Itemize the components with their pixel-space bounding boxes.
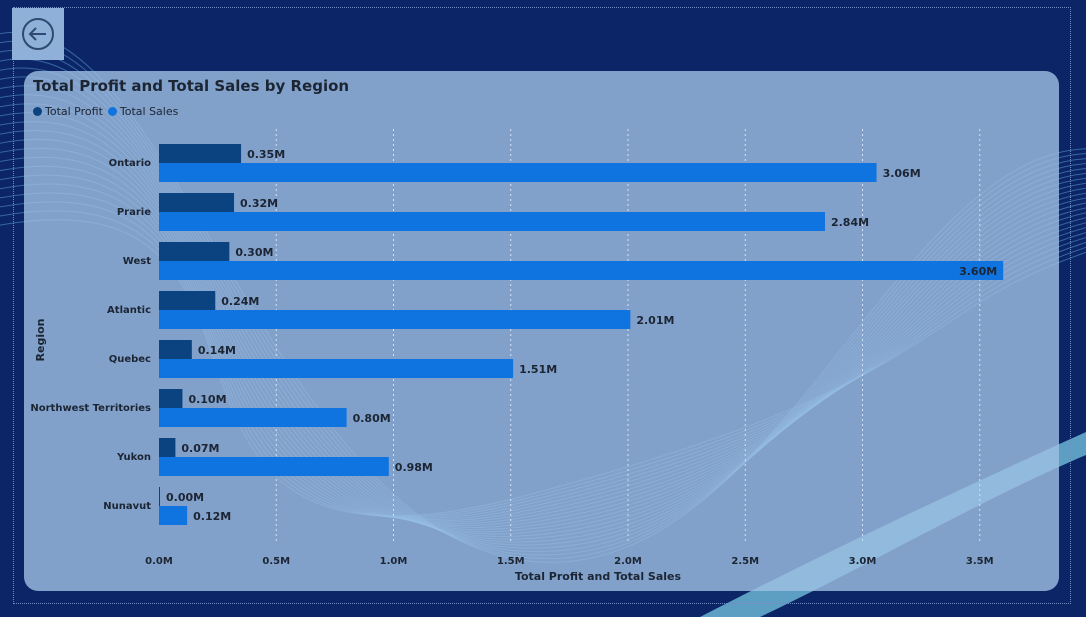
profit-bar[interactable]: [159, 389, 183, 408]
category-label: Quebec: [109, 354, 151, 365]
profit-bar[interactable]: [159, 242, 230, 261]
category-label: Prarie: [117, 207, 151, 218]
x-axis-title: Total Profit and Total Sales: [515, 570, 682, 583]
data-label: 0.30M: [235, 246, 273, 259]
profit-bar[interactable]: [159, 144, 242, 163]
data-label: 0.07M: [181, 442, 219, 455]
data-label: 0.35M: [247, 148, 285, 161]
legend: Total Profit Total Sales: [33, 105, 183, 118]
data-label: 0.10M: [188, 393, 226, 406]
sales-bar[interactable]: [159, 212, 825, 231]
legend-item-sales[interactable]: Total Sales: [107, 105, 179, 118]
legend-label-sales: Total Sales: [119, 105, 179, 118]
back-button[interactable]: [12, 8, 64, 60]
data-label: 1.51M: [519, 363, 557, 376]
legend-marker-sales: [107, 107, 117, 116]
x-tick-label: 3.5M: [966, 556, 994, 567]
legend-item-profit[interactable]: Total Profit: [33, 105, 103, 118]
profit-bar[interactable]: [159, 487, 160, 506]
chart-title: Total Profit and Total Sales by Region: [33, 77, 350, 95]
sales-bar[interactable]: [159, 408, 347, 427]
data-label: 0.32M: [240, 197, 278, 210]
profit-bar[interactable]: [159, 291, 216, 310]
sales-bar[interactable]: [159, 457, 389, 476]
data-label: 0.80M: [353, 412, 391, 425]
x-tick-label: 2.0M: [614, 556, 642, 567]
sales-bar[interactable]: [159, 261, 1004, 280]
profit-bar[interactable]: [159, 193, 235, 212]
chart-card: 0.0M 0.5M 1.0M 1.5M 2.0M 2.5M 3.0M 3.5M Total Pr…: [24, 71, 1059, 591]
category-label: Nunavut: [103, 501, 151, 512]
category-label: Yukon: [116, 452, 151, 463]
data-label: 0.24M: [221, 295, 259, 308]
legend-marker-profit: [33, 107, 42, 116]
x-tick-label: 1.5M: [497, 556, 525, 567]
data-label: 0.14M: [198, 344, 236, 357]
data-label: 3.06M: [883, 167, 921, 180]
data-label: 2.84M: [831, 216, 869, 229]
back-arrow-icon: [22, 18, 54, 50]
page-frame: [13, 7, 1071, 604]
x-tick-label: 2.5M: [731, 556, 759, 567]
data-label: 2.01M: [636, 314, 674, 327]
x-tick-label: 0.5M: [262, 556, 290, 567]
sales-bar[interactable]: [159, 506, 188, 525]
profit-bar[interactable]: [159, 340, 192, 359]
sales-bar[interactable]: [159, 163, 877, 182]
legend-label-profit: Total Profit: [45, 105, 103, 118]
bar-chart: 0.0M 0.5M 1.0M 1.5M 2.0M 2.5M 3.0M 3.5M Total Pr…: [30, 129, 1004, 583]
y-axis-title: Region: [34, 319, 47, 362]
category-label: Ontario: [109, 158, 152, 169]
data-label: 3.60M: [959, 265, 997, 278]
sales-bar[interactable]: [159, 359, 514, 378]
data-label: 0.12M: [193, 510, 231, 523]
category-label: Atlantic: [107, 305, 151, 316]
category-label: Northwest Territories: [30, 403, 151, 414]
category-label: West: [123, 256, 151, 267]
data-label: 0.00M: [166, 491, 204, 504]
x-tick-label: 1.0M: [380, 556, 408, 567]
data-label: 0.98M: [395, 461, 433, 474]
x-tick-label: 3.0M: [849, 556, 877, 567]
profit-bar[interactable]: [159, 438, 176, 457]
sales-bar[interactable]: [159, 310, 631, 329]
x-tick-label: 0.0M: [145, 556, 173, 567]
